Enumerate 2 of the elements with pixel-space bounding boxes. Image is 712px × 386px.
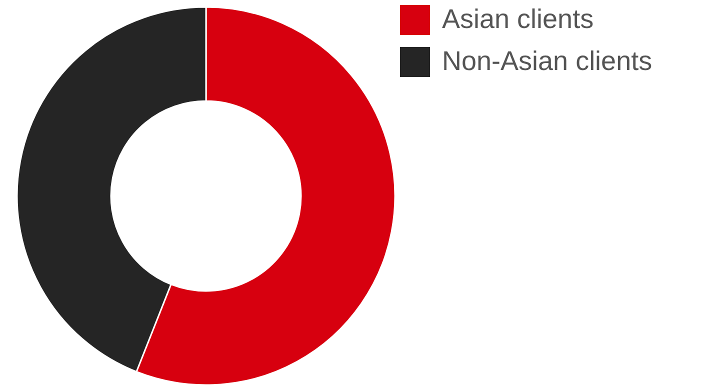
legend-label: Non-Asian clients — [442, 46, 652, 76]
legend-label: Asian clients — [442, 4, 594, 34]
